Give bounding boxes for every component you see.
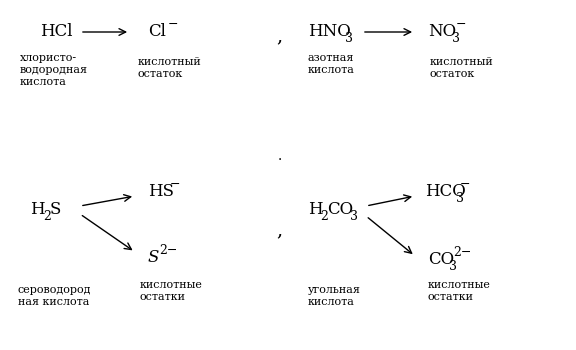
Text: CO: CO xyxy=(428,252,454,268)
Text: водородная: водородная xyxy=(20,65,88,75)
Text: кислотный: кислотный xyxy=(430,57,494,67)
Text: 2−: 2− xyxy=(453,245,471,259)
Text: кислота: кислота xyxy=(20,77,67,87)
Text: NO: NO xyxy=(428,23,456,41)
Text: −: − xyxy=(168,18,179,30)
Text: S: S xyxy=(148,250,160,266)
Text: 3: 3 xyxy=(452,32,460,44)
Text: 2: 2 xyxy=(43,210,51,224)
Text: кислота: кислота xyxy=(308,297,355,307)
Text: кислотные: кислотные xyxy=(140,280,203,290)
Text: 2−: 2− xyxy=(159,244,177,257)
Text: остаток: остаток xyxy=(138,69,183,79)
Text: HCl: HCl xyxy=(40,23,73,41)
Text: CO: CO xyxy=(327,202,353,218)
Text: кислота: кислота xyxy=(308,65,355,75)
Text: HNO: HNO xyxy=(308,23,351,41)
Text: H: H xyxy=(308,202,323,218)
Text: ная кислота: ная кислота xyxy=(18,297,89,307)
Text: азотная: азотная xyxy=(308,53,354,63)
Text: ,: , xyxy=(276,221,282,239)
Text: H: H xyxy=(30,202,44,218)
Text: остатки: остатки xyxy=(428,292,474,302)
Text: HS: HS xyxy=(148,183,174,201)
Text: −: − xyxy=(456,18,467,30)
Text: остатки: остатки xyxy=(140,292,186,302)
Text: остаток: остаток xyxy=(430,69,475,79)
Text: кислотные: кислотные xyxy=(428,280,491,290)
Text: ·: · xyxy=(278,153,282,167)
Text: кислотный: кислотный xyxy=(138,57,202,67)
Text: HCO: HCO xyxy=(425,183,466,201)
Text: −: − xyxy=(460,177,471,190)
Text: Cl: Cl xyxy=(148,23,166,41)
Text: угольная: угольная xyxy=(308,285,361,295)
Text: ,: , xyxy=(276,27,282,45)
Text: 2: 2 xyxy=(320,210,328,224)
Text: 3: 3 xyxy=(345,32,353,44)
Text: сероводород: сероводород xyxy=(18,285,92,295)
Text: 3: 3 xyxy=(449,260,457,273)
Text: S: S xyxy=(50,202,62,218)
Text: 3: 3 xyxy=(456,193,464,205)
Text: 3: 3 xyxy=(350,210,358,224)
Text: −: − xyxy=(170,177,180,190)
Text: хлористо-: хлористо- xyxy=(20,53,77,63)
